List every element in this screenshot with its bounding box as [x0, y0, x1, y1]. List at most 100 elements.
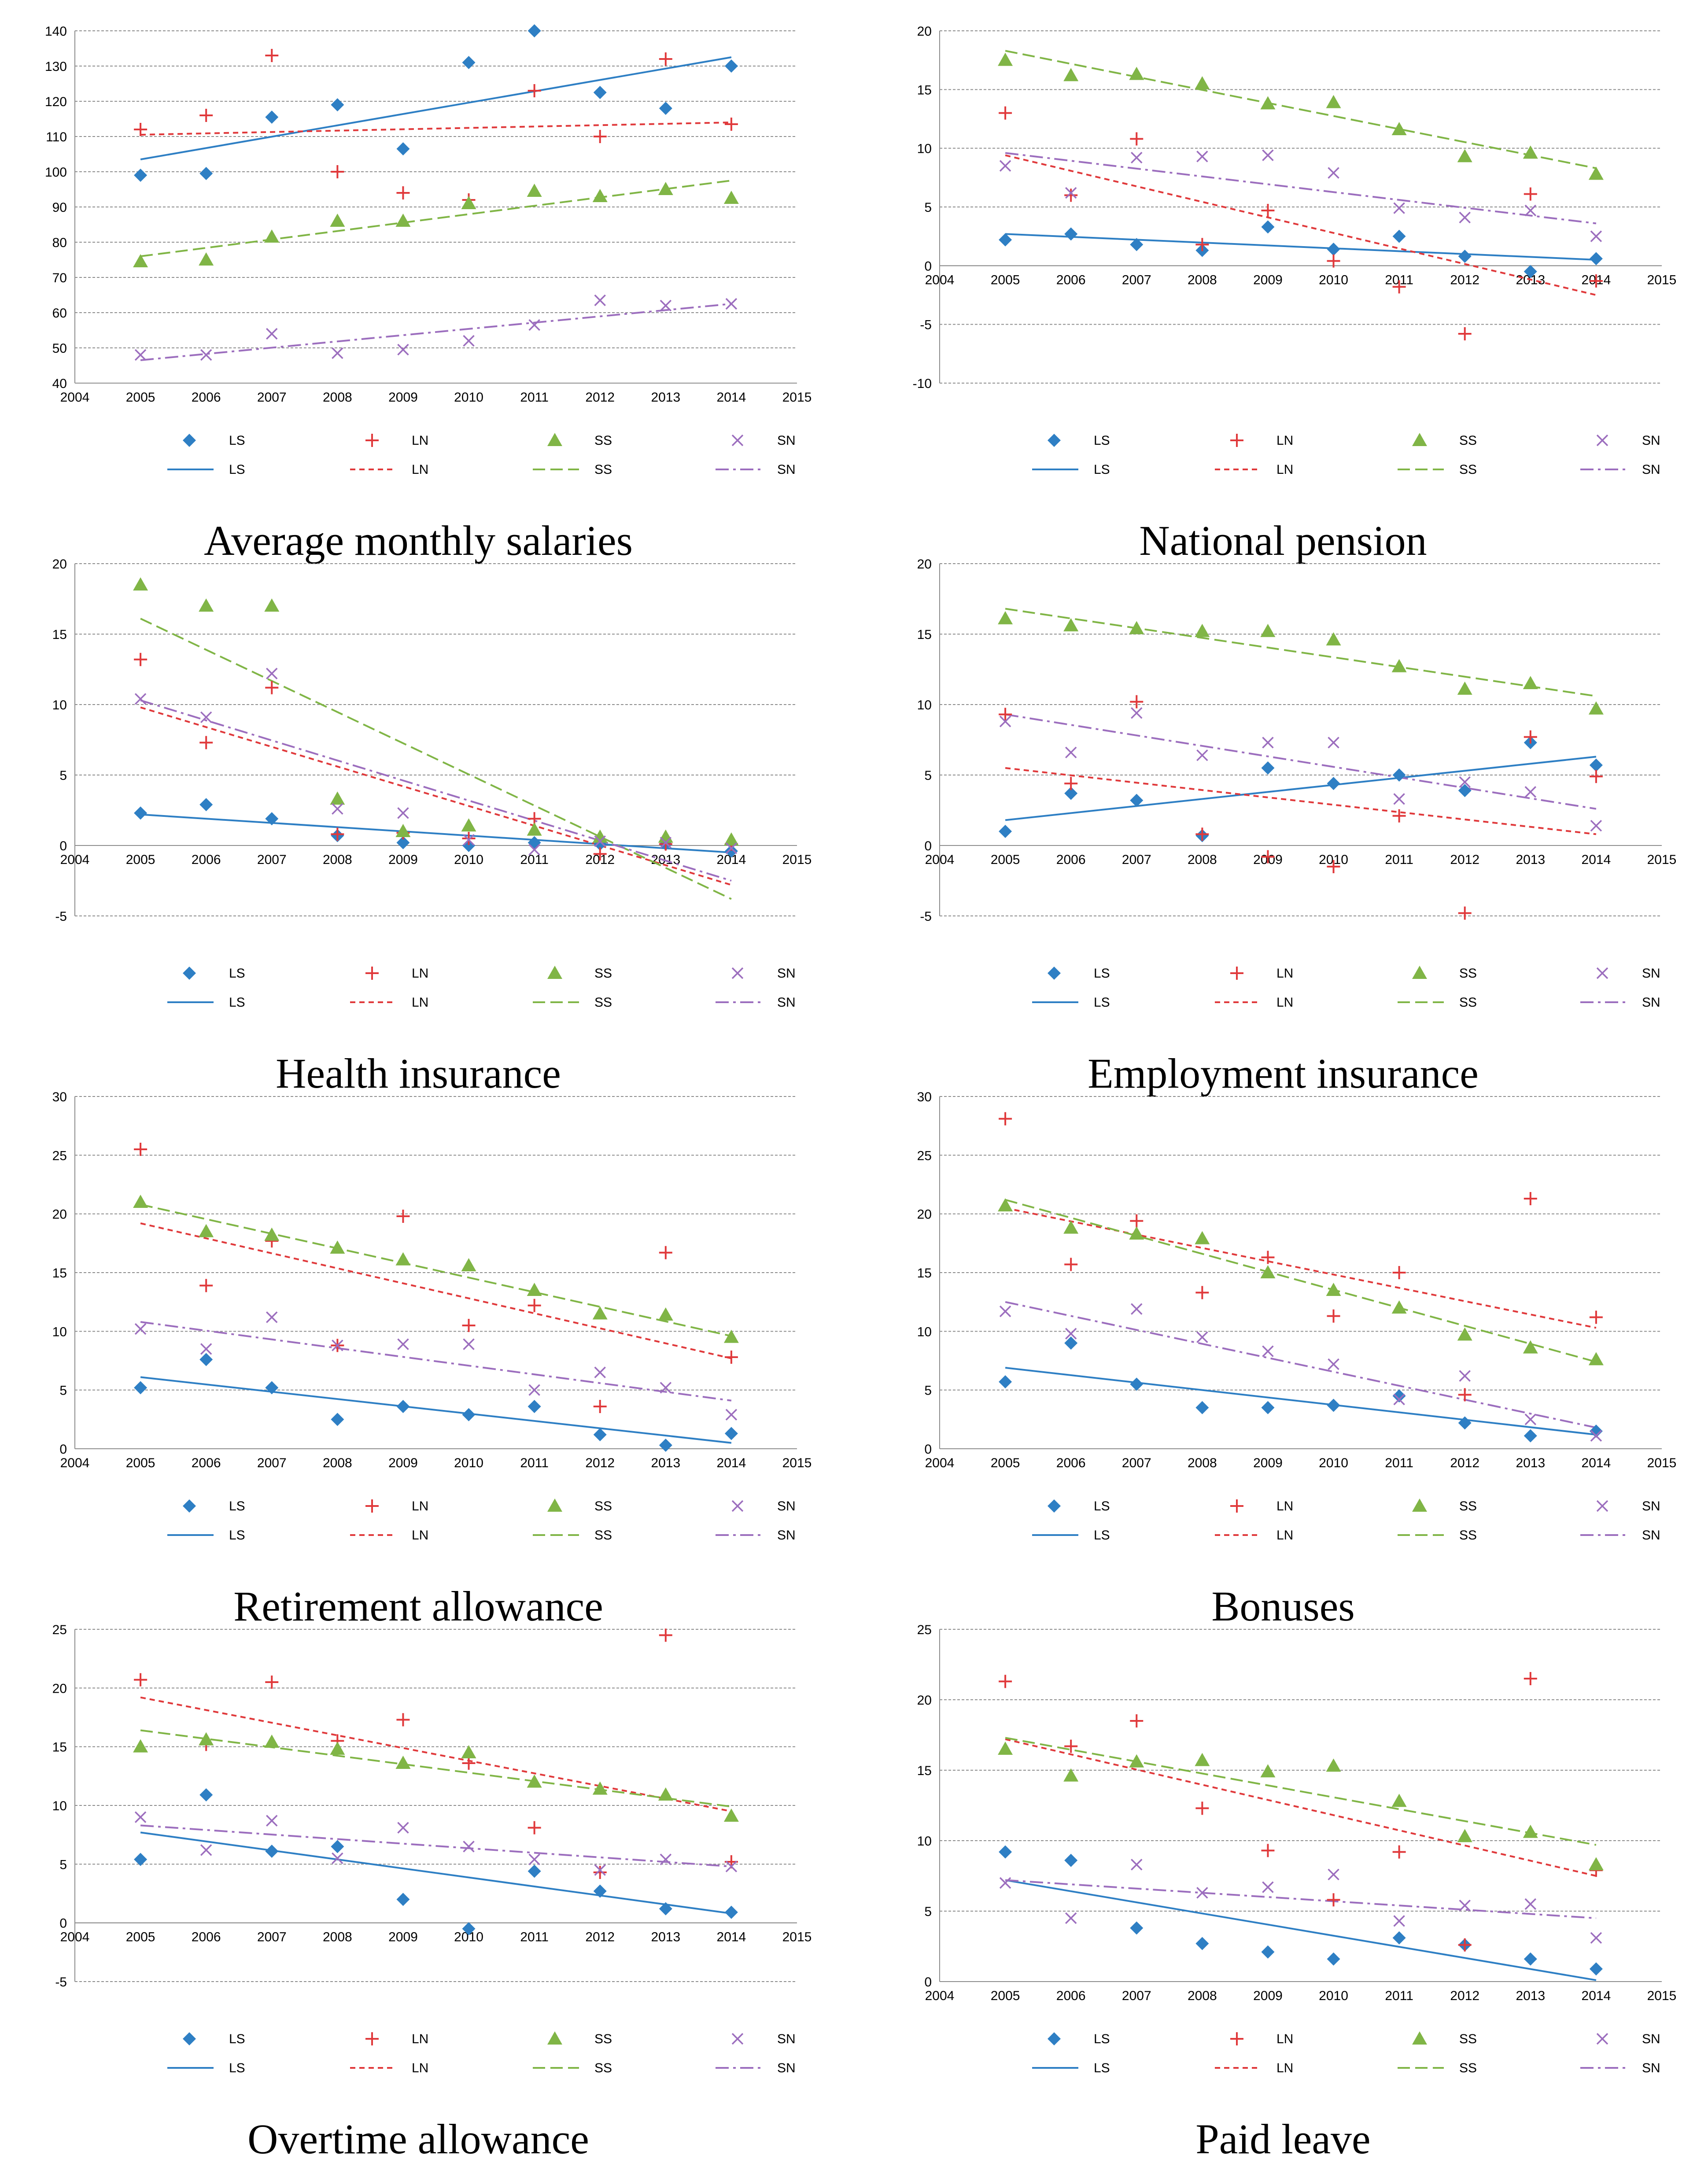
- data-point-ln: [134, 1143, 148, 1156]
- legend-marker-ls: [1048, 434, 1061, 447]
- trend-line-ss: [1005, 608, 1597, 697]
- trend-line-ln: [1005, 1207, 1597, 1329]
- data-point-ls: [134, 1381, 148, 1395]
- y-tick-label: 10: [52, 698, 67, 712]
- data-point-ss: [461, 196, 476, 209]
- x-tick-label: 2013: [651, 1456, 680, 1470]
- data-point-ln: [528, 1821, 541, 1834]
- data-point-ss: [1129, 621, 1144, 635]
- data-point-ls: [265, 1381, 279, 1395]
- x-tick-label: 2009: [388, 1456, 418, 1470]
- data-point-ss: [395, 1756, 411, 1769]
- data-point-ls: [659, 1902, 672, 1916]
- data-point-ln: [1195, 827, 1209, 841]
- data-point-ln: [1458, 327, 1472, 340]
- y-tick-label: -5: [55, 1975, 67, 1990]
- y-tick-label: 15: [917, 627, 932, 642]
- data-point-sn: [1262, 149, 1274, 161]
- data-point-ls: [1589, 252, 1603, 266]
- data-point-ss: [1326, 1283, 1341, 1296]
- x-tick-label: 2010: [454, 853, 483, 867]
- legend-label-ss: SS: [594, 433, 612, 448]
- x-tick-label: 2005: [991, 1456, 1020, 1470]
- x-tick-label: 2010: [1319, 1989, 1348, 2003]
- y-tick-label: 5: [924, 200, 932, 215]
- trend-line-ln: [1005, 154, 1597, 296]
- data-point-ls: [265, 1845, 279, 1858]
- y-tick-label: 20: [917, 1693, 932, 1708]
- data-point-ln: [1327, 1893, 1340, 1907]
- trend-line-ss: [140, 180, 732, 257]
- data-point-ln: [134, 653, 148, 666]
- data-point-ss: [998, 1742, 1013, 1755]
- data-point-ln: [724, 118, 738, 131]
- data-point-ss: [527, 1774, 542, 1788]
- legend-label-ss: SS: [1459, 433, 1477, 448]
- data-point-ss: [1391, 1300, 1407, 1314]
- legend-marker-sn: [1596, 2033, 1608, 2045]
- data-point-sn: [1065, 746, 1077, 759]
- data-point-ls: [1064, 1853, 1078, 1867]
- legend-marker-ln: [1230, 967, 1243, 980]
- legend-label-ls: LS: [229, 1499, 245, 1513]
- data-point-ln: [199, 1279, 213, 1292]
- data-point-ln: [1064, 1739, 1078, 1753]
- x-tick-label: 2005: [991, 1989, 1020, 2003]
- data-point-ls: [331, 1840, 344, 1853]
- data-point-ss: [527, 1283, 542, 1296]
- legend-line-label-ls: LS: [1094, 2061, 1110, 2075]
- x-tick-label: 2014: [717, 1456, 746, 1470]
- legend-marker-ls: [1048, 1499, 1061, 1513]
- y-tick-label: 10: [52, 1325, 67, 1339]
- data-point-ls: [265, 812, 279, 826]
- data-point-sn: [725, 842, 738, 854]
- data-point-ls: [1327, 1399, 1340, 1412]
- legend-label-sn: SN: [777, 2032, 796, 2046]
- data-point-sn: [1131, 1303, 1143, 1315]
- data-point-ls: [1064, 227, 1078, 241]
- data-point-ss: [1260, 96, 1276, 110]
- x-tick-label: 2015: [1647, 1989, 1677, 2003]
- x-tick-label: 2015: [782, 390, 812, 405]
- data-point-ls: [724, 1905, 738, 1919]
- data-point-sn: [1590, 819, 1602, 832]
- data-point-sn: [1131, 1859, 1143, 1871]
- x-tick-label: 2007: [257, 1456, 287, 1470]
- trend-line-ln: [1005, 1738, 1597, 1877]
- data-point-ss: [723, 191, 739, 204]
- x-tick-label: 2007: [257, 390, 287, 405]
- legend-line-label-ss: SS: [1459, 2061, 1477, 2075]
- data-point-ss: [1063, 618, 1079, 631]
- data-point-ln: [265, 1676, 279, 1689]
- x-tick-label: 2007: [257, 1930, 287, 1945]
- data-point-ln: [1524, 1192, 1537, 1205]
- data-point-ln: [528, 1299, 541, 1312]
- data-point-sn: [528, 1384, 540, 1396]
- data-point-ln: [1064, 777, 1078, 790]
- data-point-sn: [1459, 1899, 1471, 1912]
- data-point-sn: [1328, 1358, 1339, 1370]
- data-point-ss: [1260, 1265, 1276, 1278]
- trend-line-sn: [140, 699, 732, 882]
- trend-line-sn: [140, 1824, 732, 1868]
- x-tick-label: 2015: [1647, 273, 1677, 287]
- data-point-sn: [725, 298, 738, 310]
- legend-label-ls: LS: [229, 2032, 245, 2046]
- trend-line-ln: [1005, 767, 1597, 835]
- data-point-ss: [1326, 1758, 1341, 1772]
- legend-marker-ss: [547, 1499, 562, 1512]
- x-tick-label: 2014: [1582, 853, 1611, 867]
- y-tick-label: 30: [52, 1090, 67, 1104]
- legend-marker-ss: [1412, 433, 1427, 446]
- data-point-ln: [724, 1351, 738, 1364]
- data-point-ss: [133, 254, 148, 267]
- data-point-ss: [133, 1195, 148, 1208]
- data-point-ln: [462, 832, 476, 845]
- x-tick-label: 2010: [1319, 1456, 1348, 1470]
- data-point-ls: [396, 142, 410, 155]
- data-point-sn: [134, 1811, 147, 1823]
- y-tick-label: 40: [52, 376, 67, 391]
- data-point-ss: [264, 1227, 280, 1241]
- data-point-sn: [1196, 151, 1208, 162]
- legend-line-label-ss: SS: [1459, 995, 1477, 1010]
